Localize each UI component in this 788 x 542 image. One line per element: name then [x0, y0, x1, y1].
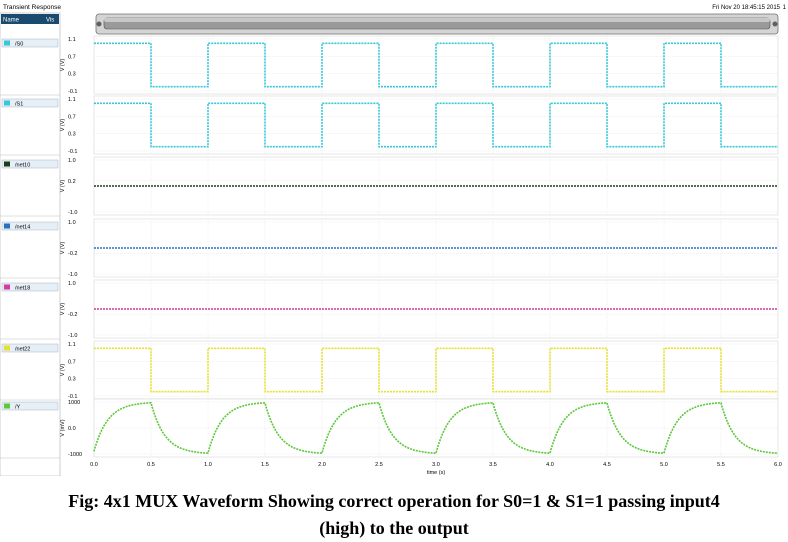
y-axis-label: V (V) [60, 119, 66, 132]
x-tick-label: 2.5 [375, 462, 383, 468]
sidebar-header-name: Name [3, 18, 20, 24]
x-tick-label: 1.5 [261, 462, 269, 468]
y-tick-label: -1.0 [68, 272, 77, 278]
x-tick-label: 5.5 [717, 462, 725, 468]
signal-color-swatch [4, 100, 10, 106]
timestamp-suffix: 1 [783, 5, 787, 11]
x-tick-label: 0.0 [90, 462, 98, 468]
x-tick-label: 2.0 [318, 462, 326, 468]
series-line [94, 347, 778, 393]
signal-entry[interactable] [1, 343, 59, 353]
y-axis-label: V (V) [60, 303, 66, 316]
x-tick-label: 0.5 [147, 462, 155, 468]
signal-sidebar [0, 12, 61, 476]
y-axis-label: V (V) [60, 364, 66, 377]
strip-net14: /net14 1.0 -0.2 -1.0 V (V) [0, 218, 779, 279]
scroll-left-handle[interactable] [96, 21, 102, 27]
signal-entry[interactable] [1, 38, 59, 48]
signal-entry[interactable] [1, 221, 59, 231]
x-tick-label: 1.0 [204, 462, 212, 468]
sidebar-header-vis: Vis [46, 18, 54, 24]
x-tick-label: 6.0 [774, 462, 782, 468]
window-title: Transient Response [3, 4, 61, 11]
signal-name: /S1 [15, 101, 23, 107]
signal-color-swatch [4, 40, 10, 46]
y-tick-label: 0.2 [68, 179, 76, 185]
x-tick-label: 5.0 [660, 462, 668, 468]
scroll-right-handle[interactable] [772, 21, 778, 27]
y-tick-label: 0.3 [68, 377, 76, 383]
y-tick-label: -1000 [68, 452, 82, 458]
y-tick-label: -0.1 [68, 394, 77, 400]
strip-net18: /net18 1.0 -0.2 -1.0 V (V) [0, 279, 779, 340]
signal-name: /net22 [15, 346, 30, 352]
y-axis-label: V (V) [60, 180, 66, 193]
y-tick-label: 1.0 [68, 220, 76, 226]
y-tick-label: 1.1 [68, 37, 76, 43]
series-line [94, 102, 778, 148]
sidebar-header [1, 14, 59, 24]
x-tick-label: 3.5 [489, 462, 497, 468]
y-axis-label: V (V) [60, 59, 66, 72]
strip-net22: /net22 1.1 0.7 0.3 -0.1 V (V) [0, 340, 779, 401]
strip-net10: /net10 1.0 0.2 -1.0 V (V) [0, 156, 779, 217]
x-axis-label: time (s) [427, 470, 446, 476]
series-line [94, 42, 778, 88]
waveform-strips: /S0 1.1 0.7 0.3 -0.1 V (V) /S1 1.1 0.7 0.3 -0.1 V (… [0, 35, 779, 459]
signal-name: /net18 [15, 285, 30, 291]
strip-y: /Y 1000 0.0 -1000 V (mV) [0, 398, 779, 459]
signal-color-swatch [4, 345, 10, 351]
y-tick-label: 0.0 [68, 426, 76, 432]
signal-name: /Y [15, 404, 21, 410]
signal-name: /S0 [15, 41, 23, 47]
y-tick-label: -0.1 [68, 89, 77, 95]
signal-name: /net10 [15, 162, 30, 168]
y-axis-label: V (mV) [60, 419, 66, 436]
signal-color-swatch [4, 284, 10, 290]
y-tick-label: 1.0 [68, 281, 76, 287]
x-tick-label: 4.5 [603, 462, 611, 468]
caption-line-1: Fig: 4x1 MUX Waveform Showing correct op… [68, 491, 720, 511]
y-tick-label: 1000 [68, 400, 80, 406]
signal-color-swatch [4, 403, 10, 409]
strip-s0: /S0 1.1 0.7 0.3 -0.1 V (V) [0, 35, 779, 96]
x-axis: 0.0 0.5 1.0 1.5 2.0 2.5 3.0 3.5 4.0 4.5 5.0 5.5 6.0 t… [90, 462, 782, 476]
y-tick-label: 1.1 [68, 342, 76, 348]
signal-entry[interactable] [1, 282, 59, 292]
y-tick-label: 1.1 [68, 97, 76, 103]
y-tick-label: 0.3 [68, 132, 76, 138]
signal-name: /net14 [15, 224, 30, 230]
timestamp: Fri Nov 20 18:45:15 2015 [712, 5, 780, 11]
y-tick-label: 0.7 [68, 114, 76, 120]
y-tick-label: 1.0 [68, 158, 76, 164]
waveform-plot: Transient Response Fri Nov 20 18:45:15 2… [0, 0, 788, 476]
signal-entry[interactable] [1, 401, 59, 411]
figure-caption: Fig: 4x1 MUX Waveform Showing correct op… [0, 488, 788, 542]
title-bar [0, 0, 788, 13]
y-tick-label: -0.2 [68, 251, 77, 257]
signal-entry[interactable] [1, 98, 59, 108]
scrollbar-thumb-highlight [104, 18, 770, 22]
y-tick-label: -1.0 [68, 210, 77, 216]
y-tick-label: -0.2 [68, 312, 77, 318]
series-line [93, 401, 779, 455]
y-axis-label: V (V) [60, 242, 66, 255]
signal-color-swatch [4, 161, 10, 167]
y-tick-label: -0.1 [68, 149, 77, 155]
y-tick-label: 0.7 [68, 54, 76, 60]
y-tick-label: 0.3 [68, 72, 76, 78]
signal-color-swatch [4, 223, 10, 229]
signal-entry[interactable] [1, 159, 59, 169]
strip-s1: /S1 1.1 0.7 0.3 -0.1 V (V) [0, 95, 779, 156]
y-tick-label: -1.0 [68, 333, 77, 339]
x-tick-label: 3.0 [432, 462, 440, 468]
x-tick-label: 4.0 [546, 462, 554, 468]
caption-line-2: (high) to the output [319, 518, 469, 538]
y-tick-label: 0.7 [68, 359, 76, 365]
